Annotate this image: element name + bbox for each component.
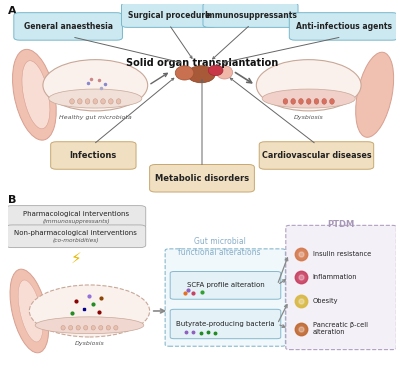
Circle shape [43,59,148,111]
Circle shape [29,285,150,337]
Text: Dysbiosis: Dysbiosis [294,115,324,120]
Ellipse shape [76,326,80,330]
Text: Butyrate-producing bacteria: Butyrate-producing bacteria [176,320,275,327]
Ellipse shape [22,61,50,129]
Text: (co-morbidities): (co-morbidities) [53,238,99,243]
Ellipse shape [262,89,355,108]
Text: Cardiovascular diseases: Cardiovascular diseases [262,151,371,160]
FancyBboxPatch shape [14,13,122,40]
FancyBboxPatch shape [6,225,146,247]
Ellipse shape [35,317,144,334]
Text: (immunosuppressants): (immunosuppressants) [42,219,110,224]
FancyBboxPatch shape [6,205,146,228]
Ellipse shape [10,269,49,353]
Ellipse shape [91,326,95,330]
Ellipse shape [330,99,334,104]
FancyBboxPatch shape [259,142,374,169]
Ellipse shape [99,326,103,330]
Text: Non-pharmacological interventions: Non-pharmacological interventions [14,230,137,236]
Ellipse shape [93,99,98,104]
Text: Infections: Infections [70,151,117,160]
Circle shape [256,59,361,111]
Ellipse shape [101,99,105,104]
Text: General anaesthesia: General anaesthesia [24,22,113,31]
FancyBboxPatch shape [51,142,136,169]
Ellipse shape [61,326,65,330]
Text: B: B [8,195,16,205]
Text: Gut microbial
functional alterations: Gut microbial functional alterations [178,237,261,257]
Text: Inflammation: Inflammation [312,274,357,280]
Text: Solid organ transplantation: Solid organ transplantation [126,58,278,68]
Ellipse shape [85,99,90,104]
Ellipse shape [116,99,121,104]
Text: Dysbiosis: Dysbiosis [75,341,104,346]
Text: PTDM: PTDM [327,220,354,229]
Ellipse shape [208,65,223,76]
Text: ⚡: ⚡ [70,251,81,266]
FancyBboxPatch shape [289,13,398,40]
Ellipse shape [306,99,311,104]
Text: Surgical procedure: Surgical procedure [128,11,210,20]
Ellipse shape [175,66,194,80]
Ellipse shape [84,326,88,330]
Ellipse shape [18,280,43,342]
Ellipse shape [299,99,303,104]
FancyBboxPatch shape [170,272,281,299]
Ellipse shape [106,326,110,330]
Ellipse shape [108,99,113,104]
Ellipse shape [70,99,74,104]
Ellipse shape [283,99,288,104]
FancyBboxPatch shape [150,165,254,192]
Text: Healthy gut microbiota: Healthy gut microbiota [59,115,132,120]
FancyBboxPatch shape [203,3,298,27]
Text: Pancreatic β-cell
alteration: Pancreatic β-cell alteration [312,322,368,335]
Text: SCFA profile alteration: SCFA profile alteration [187,282,264,288]
Ellipse shape [68,326,73,330]
Text: Anti-infectious agents: Anti-infectious agents [296,22,392,31]
Text: Obesity: Obesity [312,298,338,304]
FancyBboxPatch shape [165,249,286,346]
FancyBboxPatch shape [286,225,396,350]
Ellipse shape [291,99,296,104]
Text: Pharmacological interventions: Pharmacological interventions [23,211,129,216]
Ellipse shape [314,99,319,104]
Ellipse shape [78,99,82,104]
FancyBboxPatch shape [170,309,281,339]
Ellipse shape [187,66,215,83]
Ellipse shape [114,326,118,330]
Ellipse shape [322,99,326,104]
FancyBboxPatch shape [122,3,216,27]
Text: A: A [8,5,17,16]
Text: Metabolic disorders: Metabolic disorders [155,174,249,183]
Ellipse shape [12,49,56,140]
Text: Insulin resistance: Insulin resistance [312,251,371,257]
Ellipse shape [216,66,233,79]
Text: Immunosuppressants: Immunosuppressants [204,11,297,20]
Ellipse shape [49,89,142,108]
Ellipse shape [356,52,394,137]
